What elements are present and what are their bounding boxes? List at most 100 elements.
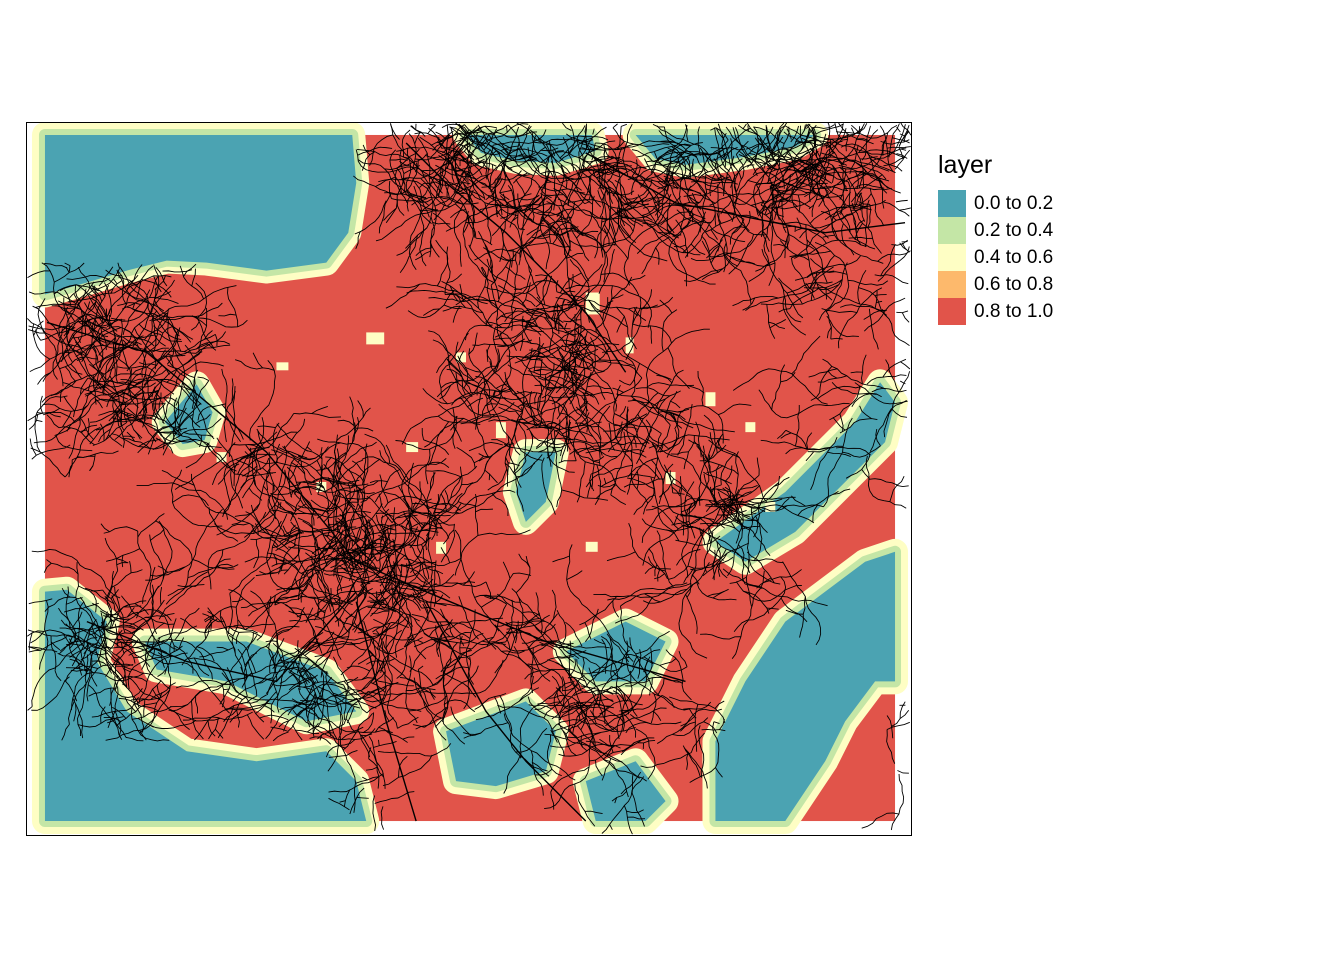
network-line xyxy=(368,758,385,778)
network-line xyxy=(402,736,415,740)
network-line xyxy=(221,403,244,440)
network-line xyxy=(519,333,524,351)
network-line xyxy=(682,745,701,777)
network-line xyxy=(456,447,476,469)
network-line xyxy=(810,271,818,301)
network-line xyxy=(894,149,911,170)
network-line xyxy=(682,220,692,229)
network-line xyxy=(781,139,816,149)
network-line xyxy=(540,147,559,152)
network-line xyxy=(248,487,263,501)
network-line xyxy=(333,656,350,689)
network-line xyxy=(801,163,819,172)
network-line xyxy=(507,462,520,467)
network-line xyxy=(31,676,70,711)
network-line xyxy=(550,396,563,508)
network-line xyxy=(458,501,476,507)
map-panel[interactable] xyxy=(26,122,912,836)
network-line xyxy=(625,409,629,428)
network-line xyxy=(113,410,123,426)
network-line xyxy=(900,380,906,385)
network-line xyxy=(216,566,235,570)
network-line xyxy=(493,396,506,399)
network-line xyxy=(126,431,135,442)
network-line xyxy=(717,489,744,522)
network-line xyxy=(556,609,567,644)
network-line xyxy=(712,488,731,493)
network-line xyxy=(810,159,816,195)
network-line xyxy=(569,701,611,707)
network-line xyxy=(579,168,609,176)
network-line xyxy=(545,380,567,390)
network-line xyxy=(459,647,472,650)
network-line xyxy=(100,368,133,388)
network-line xyxy=(274,596,303,606)
network-line xyxy=(300,697,358,708)
network-line xyxy=(619,405,627,417)
network-line xyxy=(330,556,345,569)
network-line xyxy=(600,287,627,313)
network-line xyxy=(577,123,587,176)
network-line xyxy=(479,204,504,210)
network-line xyxy=(262,467,273,474)
network-line xyxy=(65,267,70,273)
network-line xyxy=(87,319,104,391)
network-line xyxy=(766,158,806,169)
network-line xyxy=(610,450,627,496)
network-line xyxy=(551,290,576,320)
network-line xyxy=(390,587,451,599)
network-line xyxy=(656,429,678,453)
network-line xyxy=(581,657,585,675)
network-line xyxy=(187,563,233,579)
network-line xyxy=(252,474,257,487)
raster-map[interactable] xyxy=(27,123,911,835)
network-line xyxy=(294,578,327,600)
network-line xyxy=(236,709,240,728)
network-line xyxy=(872,173,890,182)
network-line xyxy=(468,441,503,452)
network-line xyxy=(570,227,604,258)
network-line xyxy=(582,392,595,398)
network-line xyxy=(791,335,821,375)
network-line xyxy=(838,124,906,169)
network-line xyxy=(614,596,653,624)
network-line xyxy=(747,125,749,132)
network-line xyxy=(517,620,564,692)
network-line xyxy=(809,255,835,289)
network-line xyxy=(880,244,896,277)
network-line xyxy=(255,554,299,577)
network-line xyxy=(311,555,330,593)
network-line xyxy=(455,203,477,239)
network-line xyxy=(805,282,815,293)
network-line xyxy=(820,211,837,221)
network-line xyxy=(57,652,94,673)
network-line xyxy=(245,444,262,470)
network-line xyxy=(532,668,552,685)
network-line xyxy=(576,705,592,718)
network-line xyxy=(518,597,580,660)
network-line xyxy=(858,171,867,188)
network-line xyxy=(304,655,331,672)
network-line xyxy=(153,389,162,399)
network-line xyxy=(298,442,341,461)
network-line xyxy=(742,297,756,311)
network-line xyxy=(67,281,95,321)
network-line xyxy=(881,308,910,346)
network-line xyxy=(623,211,635,227)
network-line xyxy=(114,586,126,634)
network-line xyxy=(224,699,269,711)
network-line xyxy=(360,584,370,595)
network-line xyxy=(602,310,642,353)
network-line xyxy=(435,164,494,193)
network-line xyxy=(899,701,906,719)
network-line xyxy=(162,394,172,423)
network-line xyxy=(286,575,311,591)
network-line xyxy=(607,439,622,453)
network-line xyxy=(477,230,500,300)
network-line xyxy=(701,152,705,171)
network-line xyxy=(475,149,491,160)
network-line xyxy=(65,320,129,400)
network-line xyxy=(153,264,160,305)
network-line xyxy=(724,486,737,501)
network-line xyxy=(306,446,312,452)
